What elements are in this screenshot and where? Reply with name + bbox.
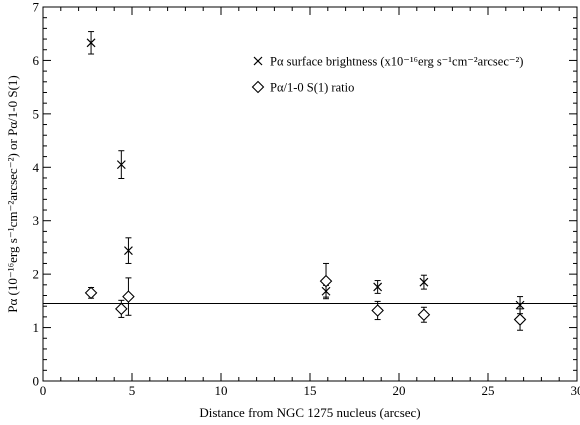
data-marks	[84, 31, 527, 331]
axes: 0 5 10 15 20 25 30 0 1 2 3 4 5 6 7	[33, 0, 580, 398]
y-tick-label: 4	[33, 160, 40, 175]
legend-item: Pα/1-0 S(1) ratio	[251, 80, 354, 95]
x-axis-label: Distance from NGC 1275 nucleus (arcsec)	[199, 405, 420, 420]
diamond-point	[115, 299, 128, 318]
legend: Pα surface brightness (x10⁻¹⁶erg s⁻¹cm⁻²…	[251, 55, 523, 95]
cross-stroke	[515, 300, 525, 310]
diamond-shape	[417, 308, 431, 322]
y-tick-label: 1	[33, 320, 40, 335]
diamond-point	[417, 306, 431, 323]
diamond-point	[371, 300, 384, 321]
y-tick-label: 3	[33, 213, 40, 228]
diamond-shape	[84, 286, 98, 300]
cross-stroke	[253, 56, 263, 66]
x-tick-label: 10	[215, 383, 228, 398]
diamond-shape	[371, 304, 384, 317]
diamond-shape	[513, 313, 527, 326]
y-tick-label: 6	[33, 53, 40, 68]
x-tick-label: 0	[40, 383, 47, 398]
y-tick-label: 2	[33, 267, 40, 282]
cross-point	[419, 274, 429, 290]
diamond-shape	[319, 274, 333, 288]
cross-stroke	[124, 246, 133, 256]
diamond-point	[122, 277, 135, 316]
x-tick-label: 5	[129, 383, 136, 398]
x-tick-label: 30	[571, 383, 580, 398]
y-tick-label: 7	[33, 0, 40, 15]
y-axis-label: Pα (10⁻¹⁶erg s⁻¹cm⁻²arcsec⁻²) or Pα/1-0 …	[5, 75, 20, 313]
x-tick-label: 20	[393, 383, 406, 398]
cross-point	[515, 296, 525, 315]
y-tick-label: 0	[33, 374, 40, 389]
cross-stroke	[116, 160, 126, 170]
diamond-shape	[115, 302, 128, 316]
cross-point	[86, 31, 96, 55]
x-tick-label: 25	[482, 383, 495, 398]
legend-item: Pα surface brightness (x10⁻¹⁶erg s⁻¹cm⁻²…	[253, 55, 523, 69]
legend-label: Pα surface brightness (x10⁻¹⁶erg s⁻¹cm⁻²…	[270, 55, 523, 69]
diamond-point	[84, 286, 98, 300]
diamond-shape	[251, 80, 265, 94]
cross-point	[373, 280, 383, 294]
series-ratio	[84, 262, 527, 331]
y-tick-label: 5	[33, 106, 40, 121]
x-tick-label: 15	[304, 383, 317, 398]
series-surface-brightness	[86, 31, 525, 315]
cross-stroke	[419, 277, 429, 287]
diamond-shape	[122, 290, 135, 303]
cross-point	[124, 237, 133, 264]
cross-stroke	[86, 38, 96, 48]
cross-point	[116, 150, 126, 180]
cross-stroke	[373, 282, 383, 292]
diamond-point	[319, 262, 333, 300]
legend-label: Pα/1-0 S(1) ratio	[270, 81, 354, 95]
diamond-point	[513, 308, 527, 331]
